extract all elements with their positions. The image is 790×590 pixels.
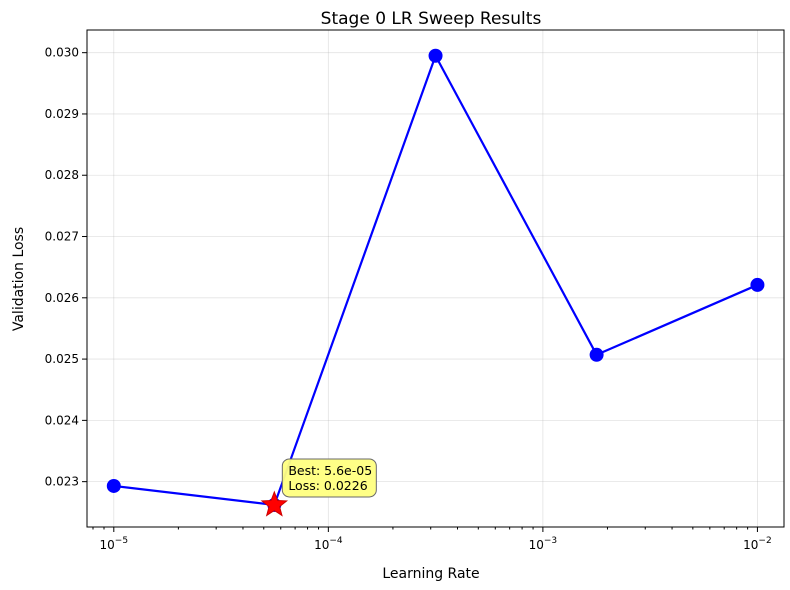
y-tick-label: 0.028 <box>45 168 79 182</box>
grid <box>87 30 784 527</box>
data-point <box>589 347 604 362</box>
x-tick-exponent: −4 <box>329 536 343 546</box>
x-tick-label: 10−5 <box>100 536 129 552</box>
x-tick-label: 10−2 <box>743 536 772 552</box>
data-point <box>106 478 121 493</box>
x-tick-exponent: −5 <box>115 536 128 546</box>
y-axis-label: Validation Loss <box>11 227 27 331</box>
x-tick-label: 10−4 <box>314 536 343 552</box>
series-layer <box>106 48 765 517</box>
y-tick-label: 0.024 <box>45 413 79 427</box>
y-tick-label: 0.027 <box>45 230 79 244</box>
x-tick-base: 10 <box>100 538 115 552</box>
best-annotation-line: Loss: 0.0226 <box>288 478 367 493</box>
chart-title: Stage 0 LR Sweep Results <box>321 9 542 29</box>
data-point <box>428 48 443 63</box>
best-annotation-line: Best: 5.6e-05 <box>288 463 372 478</box>
x-axis-label: Learning Rate <box>382 566 479 582</box>
x-tick-base: 10 <box>314 538 329 552</box>
x-axis-ticks: 10−5 10−4 10−3 10−2 <box>92 527 772 552</box>
best-annotation-box <box>281 458 377 498</box>
x-tick-base: 10 <box>743 538 758 552</box>
y-axis-ticks: 0.023 0.024 0.025 0.026 0.027 0.028 0.029 0.030 <box>45 46 87 489</box>
x-tick-base: 10 <box>529 538 544 552</box>
y-tick-label: 0.023 <box>45 475 79 489</box>
y-tick-label: 0.029 <box>45 107 79 121</box>
best-point-star <box>260 490 289 517</box>
series-line <box>113 54 758 507</box>
x-tick-label: 10−3 <box>529 536 558 552</box>
x-tick-exponent: −2 <box>758 536 771 546</box>
y-tick-label: 0.026 <box>45 291 79 305</box>
x-tick-exponent: −3 <box>544 536 557 546</box>
y-tick-label: 0.030 <box>45 46 79 60</box>
y-tick-label: 0.025 <box>45 352 79 366</box>
data-point <box>750 277 765 292</box>
plot-frame <box>86 29 785 528</box>
